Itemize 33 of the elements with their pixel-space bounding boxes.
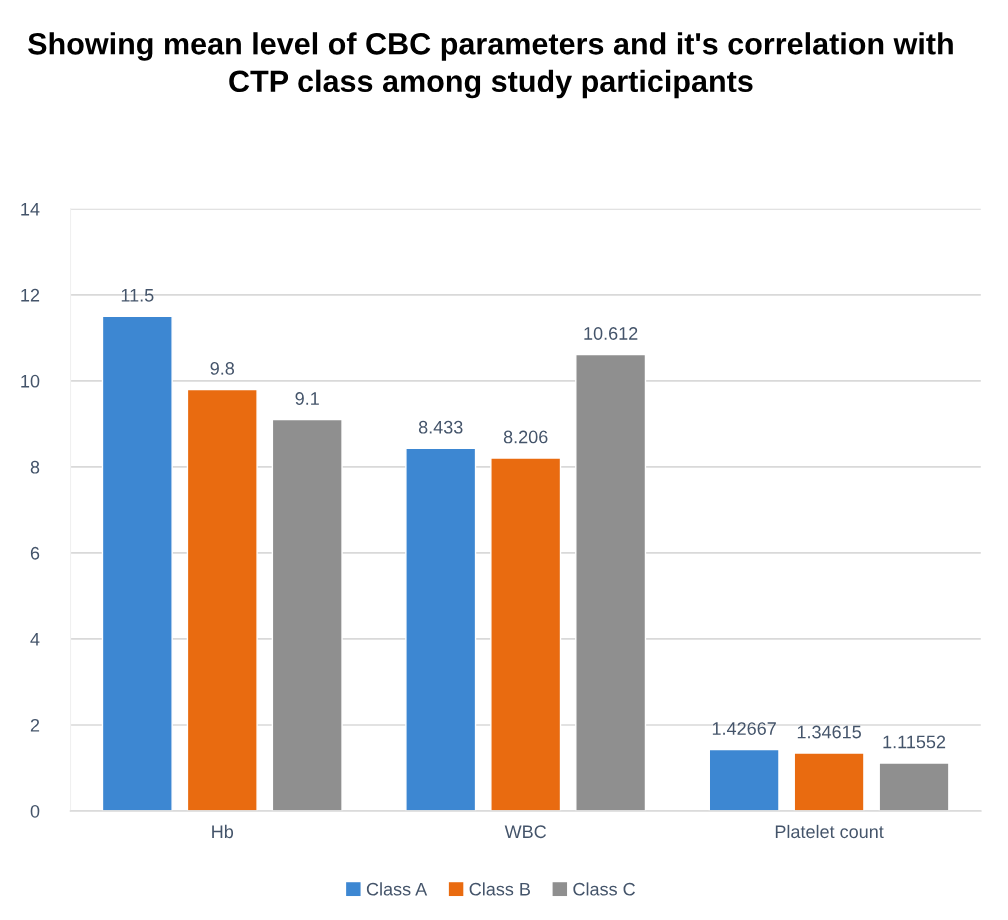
y-tick-label: 0 xyxy=(30,804,40,818)
data-label: 9.8 xyxy=(210,362,235,375)
bar xyxy=(186,388,258,811)
legend-label: Class B xyxy=(469,882,530,896)
data-label: 1.34615 xyxy=(797,725,861,739)
x-tick-label: WBC xyxy=(504,825,547,839)
data-label: 11.5 xyxy=(121,289,154,302)
chart-title: Showing mean level of CBC parameters and it's correlation with CTP class among study participants xyxy=(28,32,953,99)
y-tick-label: 14 xyxy=(21,202,40,216)
legend-label: Class C xyxy=(573,882,635,896)
data-label: 10.612 xyxy=(584,327,638,340)
bar xyxy=(575,353,647,811)
x-tick-label: Platelet count xyxy=(775,824,884,839)
bar xyxy=(271,418,343,811)
bar xyxy=(793,752,865,811)
data-label: 8.433 xyxy=(418,420,463,434)
y-tick-label: 8 xyxy=(30,460,40,474)
y-tick-label: 2 xyxy=(30,718,40,732)
bar xyxy=(405,447,477,811)
y-tick-label: 6 xyxy=(30,546,40,560)
bar xyxy=(490,457,562,811)
y-tick-label: 10 xyxy=(21,374,40,388)
y-tick-label: 4 xyxy=(30,633,40,646)
data-label: 1.11552 xyxy=(883,735,946,749)
bar xyxy=(708,748,780,811)
bar xyxy=(878,762,950,811)
bar xyxy=(101,315,173,811)
data-label: 8.206 xyxy=(503,430,548,444)
data-label: 9.1 xyxy=(295,392,319,405)
x-tick-label: Hb xyxy=(212,824,234,839)
y-tick-label: 12 xyxy=(21,288,40,302)
data-label: 1.42667 xyxy=(712,722,776,735)
legend-label: Class A xyxy=(366,882,428,896)
